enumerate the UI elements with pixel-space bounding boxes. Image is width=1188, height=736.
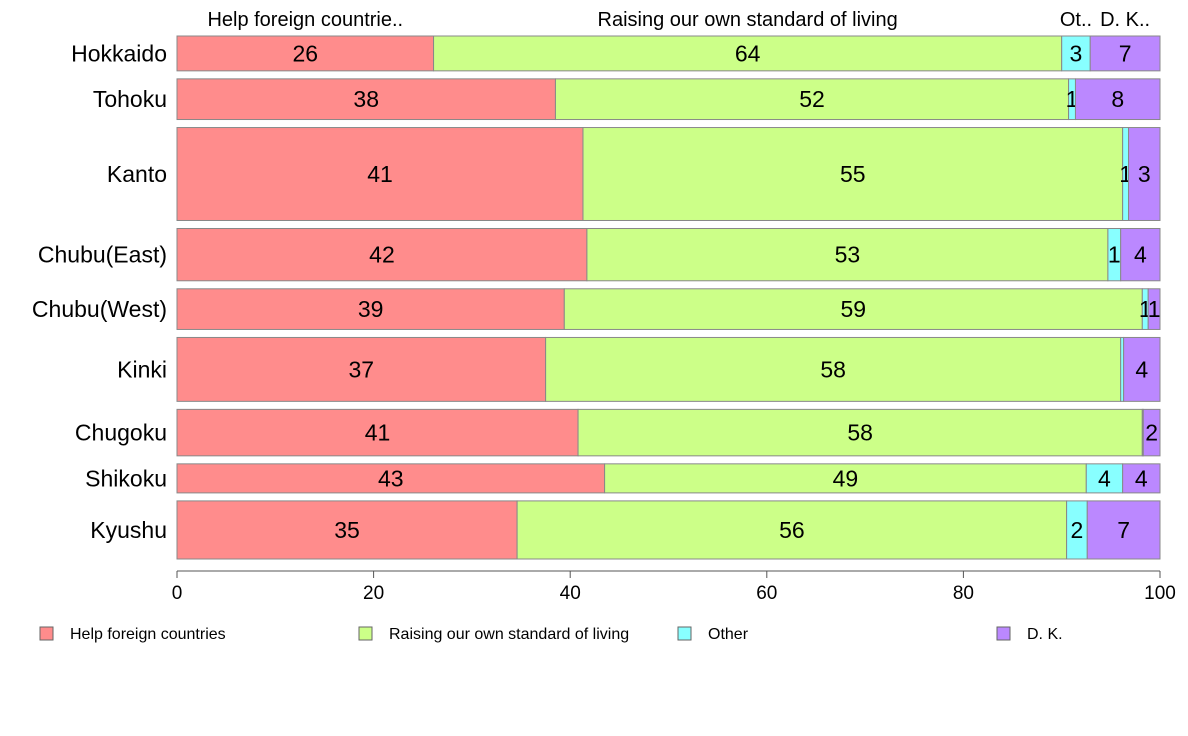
data-label-kyushu-raising-our-own-standard-of-living: 56 xyxy=(779,517,805,543)
data-label-kanto-d-k: 3 xyxy=(1138,161,1151,187)
legend-swatch-d-k xyxy=(996,626,1011,641)
category-label-kanto: Kanto xyxy=(107,161,167,187)
data-label-kinki-help-foreign-countries: 37 xyxy=(349,356,375,382)
bar-tohoku-raising-our-own-standard-of-living xyxy=(554,78,1070,121)
data-label-chubu-east-help-foreign-countries: 42 xyxy=(369,242,395,268)
data-label-hokkaido-help-foreign-countries: 26 xyxy=(292,40,318,66)
bar-hokkaido-d-k xyxy=(1089,35,1161,72)
category-label-chugoku: Chugoku xyxy=(75,420,167,446)
bar-chubu-west-d-k xyxy=(1147,288,1161,330)
legend-label-other: Other xyxy=(708,626,749,643)
bar-kyushu-help-foreign-countries xyxy=(176,500,518,560)
legend-label-d-k: D. K. xyxy=(1027,626,1063,643)
data-label-shikoku-help-foreign-countries: 43 xyxy=(378,465,404,491)
category-label-kinki: Kinki xyxy=(117,356,167,382)
data-label-chubu-west-d-k: 1 xyxy=(1148,296,1161,322)
bar-chubu-east-d-k xyxy=(1120,227,1161,282)
bar-kanto-d-k xyxy=(1128,127,1161,221)
legend-label-raising-our-own-standard-of-living: Raising our own standard of living xyxy=(389,626,629,643)
top-label-raising-our-own-standard-of-living: Raising our own standard of living xyxy=(598,9,898,31)
bar-chubu-east-help-foreign-countries xyxy=(176,227,588,282)
data-label-hokkaido-raising-our-own-standard-of-living: 64 xyxy=(735,40,761,66)
bar-tohoku-d-k xyxy=(1074,78,1161,121)
x-tick-label-80: 80 xyxy=(953,583,974,604)
category-label-kyushu: Kyushu xyxy=(90,517,167,543)
data-label-chugoku-d-k: 2 xyxy=(1145,420,1158,446)
legend-swatch-raising-our-own-standard-of-living xyxy=(358,626,373,641)
category-label-hokkaido: Hokkaido xyxy=(71,40,167,66)
data-label-shikoku-other: 4 xyxy=(1098,465,1111,491)
legend-swatch-help-foreign-countries xyxy=(39,626,54,641)
bar-hokkaido-other xyxy=(1061,35,1091,72)
x-tick-label-60: 60 xyxy=(756,583,777,604)
bar-chubu-west-raising-our-own-standard-of-living xyxy=(563,288,1143,330)
bar-kinki-d-k xyxy=(1123,336,1161,402)
bar-tohoku-help-foreign-countries xyxy=(176,78,556,121)
bar-hokkaido-help-foreign-countries xyxy=(176,35,435,72)
top-label-other: Ot.. xyxy=(1060,9,1092,31)
data-label-chubu-east-other: 1 xyxy=(1108,242,1121,268)
top-label-d-k: D. K.. xyxy=(1100,9,1150,31)
data-label-tohoku-help-foreign-countries: 38 xyxy=(353,86,379,112)
data-label-chugoku-raising-our-own-standard-of-living: 58 xyxy=(847,420,873,446)
data-label-chubu-west-raising-our-own-standard-of-living: 59 xyxy=(841,296,867,322)
data-label-kinki-raising-our-own-standard-of-living: 58 xyxy=(820,356,846,382)
legend-label-help-foreign-countries: Help foreign countries xyxy=(70,626,226,643)
data-label-chugoku-help-foreign-countries: 41 xyxy=(365,420,391,446)
data-label-chubu-east-raising-our-own-standard-of-living: 53 xyxy=(835,242,861,268)
x-tick-label-40: 40 xyxy=(560,583,581,604)
data-label-kanto-help-foreign-countries: 41 xyxy=(367,161,393,187)
bar-kyushu-raising-our-own-standard-of-living xyxy=(516,500,1068,560)
bar-kinki-help-foreign-countries xyxy=(176,336,547,402)
bar-kanto-raising-our-own-standard-of-living xyxy=(582,127,1124,221)
category-label-chubu-east: Chubu(East) xyxy=(38,242,167,268)
bar-chubu-west-help-foreign-countries xyxy=(176,288,565,330)
bar-shikoku-d-k xyxy=(1122,463,1161,494)
data-label-shikoku-raising-our-own-standard-of-living: 49 xyxy=(833,465,859,491)
top-series-labels: Help foreign countrie.. Raising our own s… xyxy=(207,9,1150,31)
data-label-shikoku-d-k: 4 xyxy=(1135,465,1148,491)
legend-swatch-other xyxy=(677,626,692,641)
bar-kyushu-d-k xyxy=(1086,500,1161,560)
x-tick-label-100: 100 xyxy=(1144,583,1176,604)
bar-shikoku-help-foreign-countries xyxy=(176,463,606,494)
x-axis: 0 20 40 60 80 100 xyxy=(172,570,1176,604)
x-tick-label-0: 0 xyxy=(172,583,183,604)
data-label-kanto-raising-our-own-standard-of-living: 55 xyxy=(840,161,866,187)
data-label-hokkaido-other: 3 xyxy=(1070,40,1083,66)
data-label-kyushu-other: 2 xyxy=(1071,517,1084,543)
bar-chubu-east-raising-our-own-standard-of-living xyxy=(586,227,1109,282)
bar-shikoku-other xyxy=(1085,463,1124,494)
category-label-tohoku: Tohoku xyxy=(93,86,167,112)
data-label-kyushu-d-k: 7 xyxy=(1117,517,1130,543)
bar-chugoku-d-k xyxy=(1142,408,1161,457)
category-label-chubu-west: Chubu(West) xyxy=(32,296,167,322)
bar-shikoku-raising-our-own-standard-of-living xyxy=(604,463,1087,494)
data-label-kyushu-help-foreign-countries: 35 xyxy=(334,517,360,543)
category-labels: Hokkaido Tohoku Kanto Chubu(East) Chubu(West… xyxy=(32,40,167,543)
data-label-hokkaido-d-k: 7 xyxy=(1119,40,1132,66)
data-label-chubu-east-d-k: 4 xyxy=(1134,242,1147,268)
legend: Help foreign countries Raising our own st… xyxy=(39,626,1063,643)
bar-kanto-help-foreign-countries xyxy=(176,127,584,221)
data-label-chubu-west-help-foreign-countries: 39 xyxy=(358,296,384,322)
data-label-kinki-d-k: 4 xyxy=(1135,356,1148,382)
top-label-help-foreign-countries: Help foreign countrie.. xyxy=(207,9,403,31)
bar-chugoku-help-foreign-countries xyxy=(176,408,579,457)
category-label-shikoku: Shikoku xyxy=(85,465,167,491)
bar-hokkaido-raising-our-own-standard-of-living xyxy=(433,35,1063,72)
bar-chugoku-raising-our-own-standard-of-living xyxy=(577,408,1143,457)
x-tick-label-20: 20 xyxy=(363,583,384,604)
data-label-tohoku-raising-our-own-standard-of-living: 52 xyxy=(799,86,825,112)
data-label-tohoku-d-k: 8 xyxy=(1111,86,1124,112)
